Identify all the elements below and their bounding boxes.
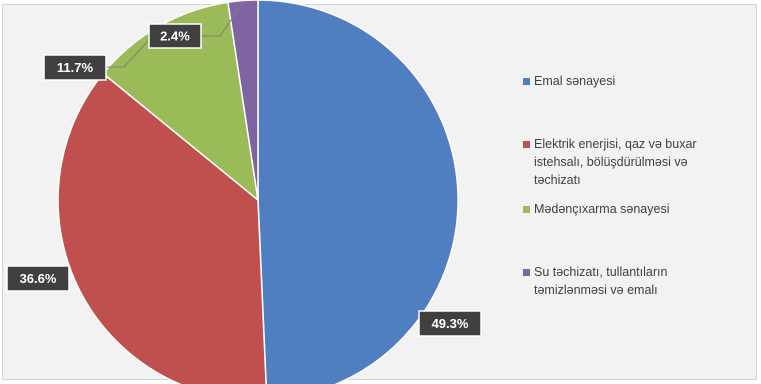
legend-swatch <box>523 269 530 276</box>
legend-label: istehsalı, bölüşdürülməsi və <box>534 155 688 169</box>
legend-label: Su təchizatı, tullantıların <box>534 265 667 279</box>
data-labels: 49.3% 36.6% 11.7% 2.4% <box>6 23 482 337</box>
legend-item-2: Elektrik enerjisi, qaz və buxar istehsalı… <box>523 137 697 187</box>
legend-label: Elektrik enerjisi, qaz və buxar <box>534 137 697 151</box>
legend-item-1: Emal sənayesi <box>523 74 615 88</box>
data-label-3: 11.7% <box>43 54 107 81</box>
data-label-box <box>148 23 202 49</box>
legend-item-4: Su təchizatı, tullantıların təmizlənməsi … <box>523 265 667 297</box>
legend: Emal sənayesi Elektrik enerjisi, qaz və b… <box>523 74 697 297</box>
legend-label: təmizlənməsi və emalı <box>534 283 658 297</box>
slices-layer <box>57 0 459 384</box>
pie-slice-2 <box>57 72 267 384</box>
legend-item-3: Mədənçıxarma sənayesi <box>523 202 669 216</box>
legend-swatch <box>523 78 530 85</box>
pie-slice-4 <box>227 0 259 201</box>
legend-label: Mədənçıxarma sənayesi <box>534 202 669 216</box>
data-label-1: 49.3% <box>418 310 482 337</box>
pie-slice-1 <box>257 0 459 384</box>
legend-label: Emal sənayesi <box>534 74 615 88</box>
leader-line-3 <box>106 27 161 68</box>
data-label-2: 36.6% <box>6 265 70 292</box>
legend-swatch <box>523 206 530 213</box>
data-label-4: 2.4% <box>148 23 202 49</box>
data-label-text: 11.7% <box>57 60 94 75</box>
legend-label: təchizatı <box>534 173 581 187</box>
data-label-box <box>6 265 70 292</box>
data-label-text: 49.3% <box>432 316 469 331</box>
data-label-text: 2.4% <box>160 29 190 44</box>
leader-lines <box>106 2 244 68</box>
data-label-box <box>418 310 482 337</box>
legend-swatch <box>523 141 530 148</box>
data-label-text: 36.6% <box>20 271 57 286</box>
leader-line-4 <box>201 2 244 37</box>
data-label-box <box>43 54 107 81</box>
